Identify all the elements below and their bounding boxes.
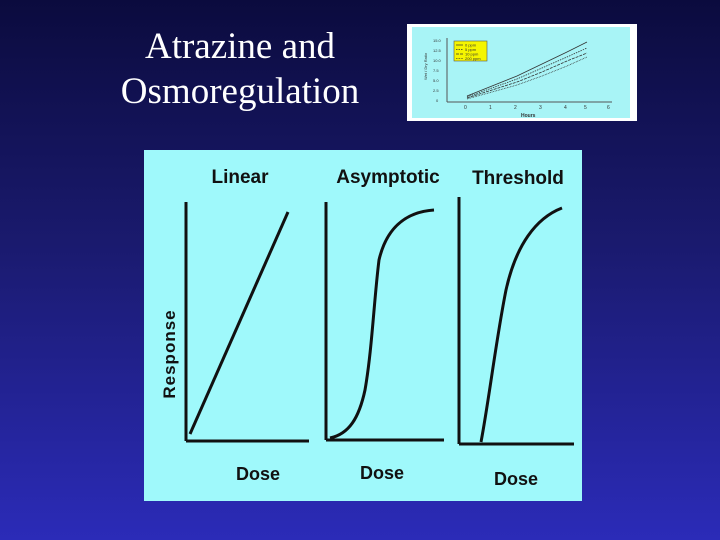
slide-title-line-2: Osmoregulation [120,71,360,112]
dose-response-figure: Response Linear Dose Asymptotic Dose Thr… [144,150,582,501]
thumbnail-chart: 15.0 12.5 10.0 7.5 5.0 2.5 0 0 1 2 3 4 5… [407,24,637,121]
thumbnail-legend [453,40,488,62]
thumbnail-y-tick: 0 [436,98,439,103]
thumbnail-y-tick: 7.5 [433,68,439,73]
thumbnail-x-tick: 6 [607,105,610,111]
thumbnail-series-line [466,56,588,100]
linear-dose-label: Dose [236,464,280,484]
slide-title: Atrazine and Osmoregulation [95,24,385,114]
asymptotic-response-curve [329,208,435,440]
thumbnail-y-label: Wet / Dry Ratio [423,52,428,80]
panel-title-linear: Linear [211,167,269,188]
thumbnail-legend-label: 0 ppm [465,43,477,48]
linear-response-curve [188,211,290,435]
thumbnail-x-tick: 5 [584,105,587,111]
thumbnail-legend-label: 5 ppm [465,47,477,52]
thumbnail-x-tick: 0 [464,105,467,111]
thumbnail-y-tick: 12.5 [433,48,442,53]
asymptotic-dose-label: Dose [360,463,404,483]
dose-response-svg: Response Linear Dose Asymptotic Dose Thr… [160,167,574,489]
thumbnail-x-tick: 2 [514,105,517,111]
thumbnail-series-line [466,41,588,97]
thumbnail-plot-area [412,27,630,118]
thumbnail-x-tick: 4 [564,105,567,111]
thumbnail-series-line [466,47,588,98]
threshold-dose-label: Dose [494,469,538,489]
thumbnail-x-label: Hours [521,113,536,119]
threshold-response-curve [479,206,563,443]
panel-title-asymptotic: Asymptotic [336,167,440,188]
thumbnail-y-tick: 5.0 [433,78,439,83]
response-axis-label: Response [160,309,179,398]
thumbnail-y-tick: 2.5 [433,88,439,93]
thumbnail-y-tick: 15.0 [433,38,442,43]
thumbnail-x-tick: 1 [489,105,492,111]
thumbnail-x-tick: 3 [539,105,542,111]
thumbnail-svg: 15.0 12.5 10.0 7.5 5.0 2.5 0 0 1 2 3 4 5… [423,38,612,119]
panel-title-threshold: Threshold [472,168,564,189]
thumbnail-y-tick: 10.0 [433,58,442,63]
thumbnail-legend-label: 200 ppm [465,56,481,61]
slide-title-line-1: Atrazine and [144,26,336,67]
thumbnail-legend-label: 10 ppm [465,52,479,57]
thumbnail-series-line [466,52,588,99]
